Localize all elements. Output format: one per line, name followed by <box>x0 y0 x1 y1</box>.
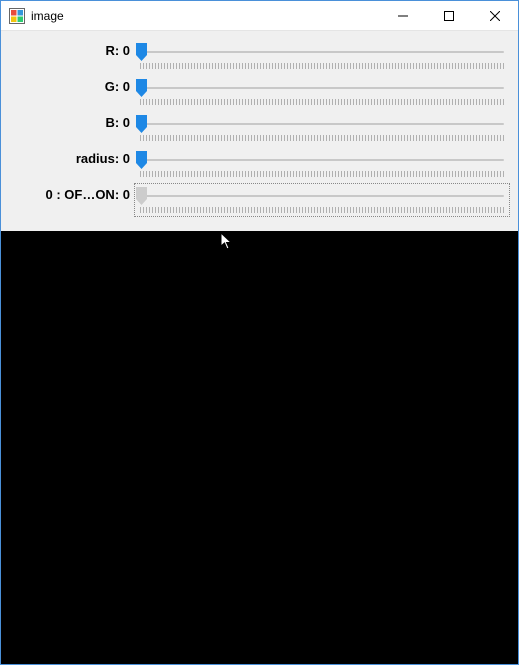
trackbar-B: B: 0 <box>11 113 508 143</box>
titlebar[interactable]: image <box>1 1 518 31</box>
trackbar-ticks <box>140 135 504 141</box>
trackbar-G: G: 0 <box>11 77 508 107</box>
trackbar-label-G: G: 0 <box>11 77 136 94</box>
trackbar-thumb-G[interactable] <box>136 79 147 97</box>
trackbar-line <box>140 123 504 125</box>
trackbar-label-R: R: 0 <box>11 41 136 58</box>
trackbar-thumb-switch[interactable] <box>136 187 147 205</box>
maximize-button[interactable] <box>426 1 472 30</box>
trackbar-track-radius[interactable] <box>136 149 508 179</box>
trackbar-line <box>140 51 504 53</box>
window-controls <box>380 1 518 30</box>
trackbar-track-switch[interactable] <box>136 185 508 215</box>
trackbar-thumb-R[interactable] <box>136 43 147 61</box>
close-button[interactable] <box>472 1 518 30</box>
trackbar-track-R[interactable] <box>136 41 508 71</box>
window: image R: 0 G: 0 B: 0 radius: 0 0 : OF…ON: 0 <box>0 0 519 665</box>
trackbar-ticks <box>140 63 504 69</box>
trackbar-R: R: 0 <box>11 41 508 71</box>
trackbar-thumb-radius[interactable] <box>136 151 147 169</box>
trackbar-switch: 0 : OF…ON: 0 <box>11 185 508 215</box>
app-icon <box>9 8 25 24</box>
trackbar-line <box>140 87 504 89</box>
trackbar-label-B: B: 0 <box>11 113 136 130</box>
trackbar-label-switch: 0 : OF…ON: 0 <box>11 185 136 202</box>
trackbar-label-radius: radius: 0 <box>11 149 136 166</box>
trackbar-thumb-B[interactable] <box>136 115 147 133</box>
trackbar-line <box>140 159 504 161</box>
trackbar-line <box>140 195 504 197</box>
window-title: image <box>31 9 380 23</box>
trackbar-ticks <box>140 207 504 213</box>
minimize-button[interactable] <box>380 1 426 30</box>
client-area: R: 0 G: 0 B: 0 radius: 0 0 : OF…ON: 0 <box>1 31 518 664</box>
trackbar-track-G[interactable] <box>136 77 508 107</box>
image-canvas <box>1 231 518 664</box>
trackbar-ticks <box>140 99 504 105</box>
trackbar-radius: radius: 0 <box>11 149 508 179</box>
trackbar-track-B[interactable] <box>136 113 508 143</box>
trackbar-panel: R: 0 G: 0 B: 0 radius: 0 0 : OF…ON: 0 <box>1 31 518 231</box>
trackbar-ticks <box>140 171 504 177</box>
